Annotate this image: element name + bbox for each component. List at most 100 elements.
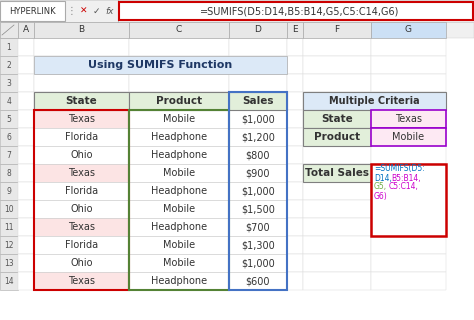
Bar xyxy=(287,164,303,182)
Bar xyxy=(303,128,371,146)
Text: Florida: Florida xyxy=(65,240,98,250)
Bar xyxy=(34,272,129,290)
Bar xyxy=(303,110,371,128)
Bar xyxy=(0,182,18,200)
Text: $1,200: $1,200 xyxy=(241,132,275,142)
Bar xyxy=(18,110,34,128)
Bar xyxy=(303,56,371,74)
Bar xyxy=(303,164,371,182)
Text: Ohio: Ohio xyxy=(70,150,93,160)
Bar xyxy=(229,164,287,182)
Bar xyxy=(129,92,229,110)
Text: Sales: Sales xyxy=(242,96,274,106)
Text: 14: 14 xyxy=(4,276,14,285)
Bar xyxy=(229,182,287,200)
Text: $900: $900 xyxy=(246,168,270,178)
Text: ⋮: ⋮ xyxy=(67,6,77,16)
Text: State: State xyxy=(321,114,353,124)
Text: A: A xyxy=(23,26,29,35)
Text: $800: $800 xyxy=(246,150,270,160)
Bar xyxy=(371,236,446,254)
Text: Headphone: Headphone xyxy=(151,186,207,196)
Text: Texas: Texas xyxy=(68,114,95,124)
Bar xyxy=(129,218,229,236)
Bar xyxy=(34,182,129,200)
Text: B5:B14,: B5:B14, xyxy=(391,173,420,182)
Bar xyxy=(287,182,303,200)
Bar xyxy=(229,236,287,254)
Text: 8: 8 xyxy=(7,169,11,178)
Bar xyxy=(229,182,287,200)
Bar xyxy=(371,56,446,74)
Text: $1,300: $1,300 xyxy=(241,240,275,250)
Text: 1: 1 xyxy=(7,43,11,52)
Bar xyxy=(34,236,129,254)
Text: C5:C14,: C5:C14, xyxy=(389,182,419,191)
Bar xyxy=(229,92,287,290)
Text: Product: Product xyxy=(156,96,202,106)
Text: F: F xyxy=(335,26,339,35)
Bar xyxy=(129,182,229,200)
Text: 13: 13 xyxy=(4,259,14,268)
Bar xyxy=(129,110,229,128)
Bar xyxy=(303,218,371,236)
Bar xyxy=(18,146,34,164)
Bar xyxy=(371,146,446,164)
Bar xyxy=(34,110,129,290)
Bar xyxy=(18,272,34,290)
Bar xyxy=(129,22,229,38)
Bar xyxy=(0,146,18,164)
Bar xyxy=(129,110,229,128)
Text: 3: 3 xyxy=(7,78,11,87)
Text: Florida: Florida xyxy=(65,186,98,196)
Bar xyxy=(18,56,34,74)
Bar xyxy=(287,74,303,92)
Bar xyxy=(129,200,229,218)
Bar xyxy=(287,110,303,128)
Bar xyxy=(119,2,473,20)
Bar xyxy=(229,92,287,110)
Bar xyxy=(229,146,287,164)
Bar xyxy=(0,0,474,22)
Text: Texas: Texas xyxy=(68,222,95,232)
Bar xyxy=(34,254,129,272)
Bar xyxy=(129,254,229,272)
Bar xyxy=(34,74,129,92)
Bar xyxy=(371,164,446,236)
Text: Product: Product xyxy=(314,132,360,142)
Text: 10: 10 xyxy=(4,204,14,213)
Bar xyxy=(229,200,287,218)
Bar xyxy=(287,22,303,38)
Bar xyxy=(229,22,287,38)
Bar xyxy=(34,254,129,272)
Text: Mobile: Mobile xyxy=(163,204,195,214)
Bar xyxy=(303,182,371,200)
Bar xyxy=(229,128,287,146)
Bar xyxy=(129,92,229,110)
Bar xyxy=(0,110,18,128)
Text: =SUMIFS(D5:D14,B5:B14,G5,C5:C14,G6): =SUMIFS(D5:D14,B5:B14,G5,C5:C14,G6) xyxy=(201,6,400,16)
Bar xyxy=(129,272,229,290)
Text: Ohio: Ohio xyxy=(70,258,93,268)
Bar xyxy=(34,56,287,74)
Text: Headphone: Headphone xyxy=(151,222,207,232)
Bar xyxy=(34,92,129,110)
Text: State: State xyxy=(65,96,97,106)
Bar xyxy=(18,182,34,200)
Bar xyxy=(0,92,18,110)
Bar xyxy=(229,38,287,56)
Text: Texas: Texas xyxy=(68,276,95,286)
Bar xyxy=(0,56,18,74)
Bar xyxy=(0,74,18,92)
Bar xyxy=(0,218,18,236)
Bar xyxy=(18,22,34,38)
Bar xyxy=(0,254,18,272)
Bar xyxy=(34,164,129,182)
Bar xyxy=(34,110,129,128)
Bar xyxy=(287,200,303,218)
Text: $600: $600 xyxy=(246,276,270,286)
Bar xyxy=(0,22,18,38)
Text: Headphone: Headphone xyxy=(151,132,207,142)
Text: $1,000: $1,000 xyxy=(241,258,275,268)
Bar xyxy=(34,182,129,200)
